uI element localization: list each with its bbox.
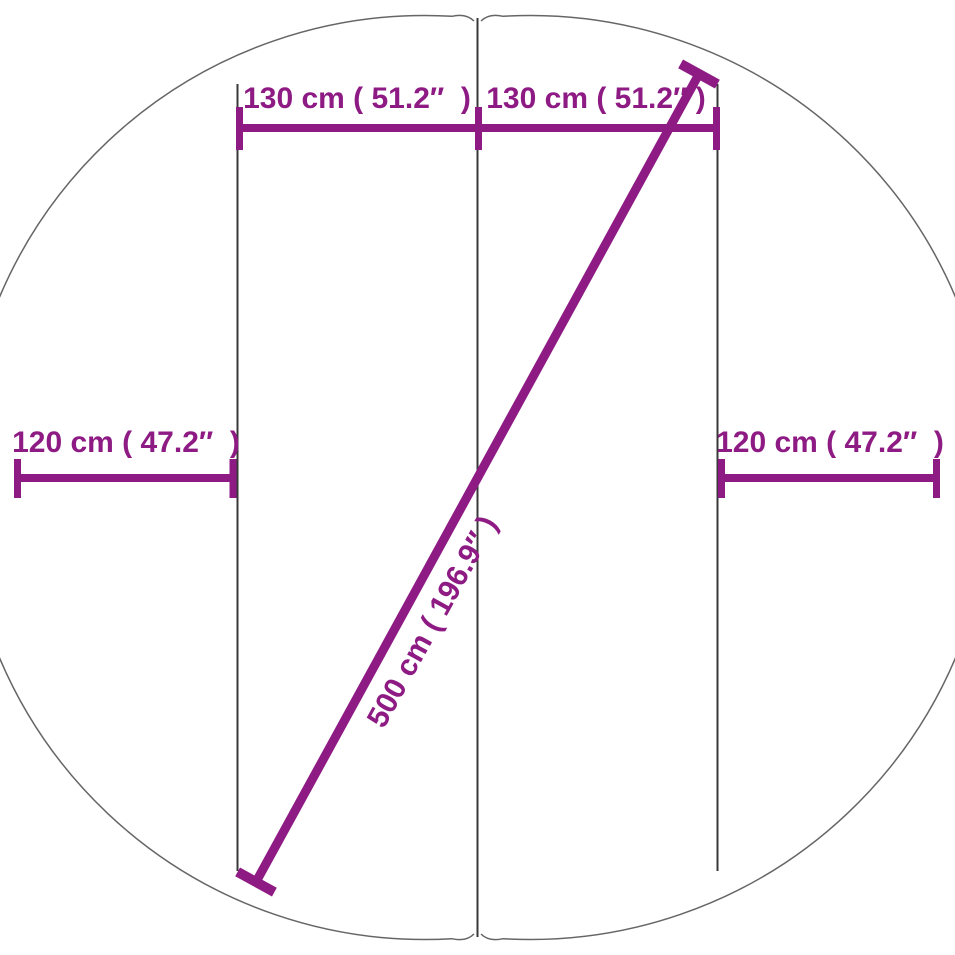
diameter-dimension-line	[252, 71, 703, 885]
top-left-panel-width-label: 130 cm ( 51.2″ )	[243, 82, 471, 115]
right-panel-width-label: 120 cm ( 47.2″ )	[716, 426, 944, 459]
left-panel-width-label: 120 cm ( 47.2″ )	[12, 426, 240, 459]
top-right-panel-width-label: 130 cm ( 51.2″ )	[486, 82, 706, 115]
circle-outline-right-half	[480, 14, 955, 941]
circle-outline-left-half	[0, 14, 475, 941]
diameter-cap-top	[678, 59, 720, 89]
diameter-cap-bottom	[235, 867, 277, 897]
